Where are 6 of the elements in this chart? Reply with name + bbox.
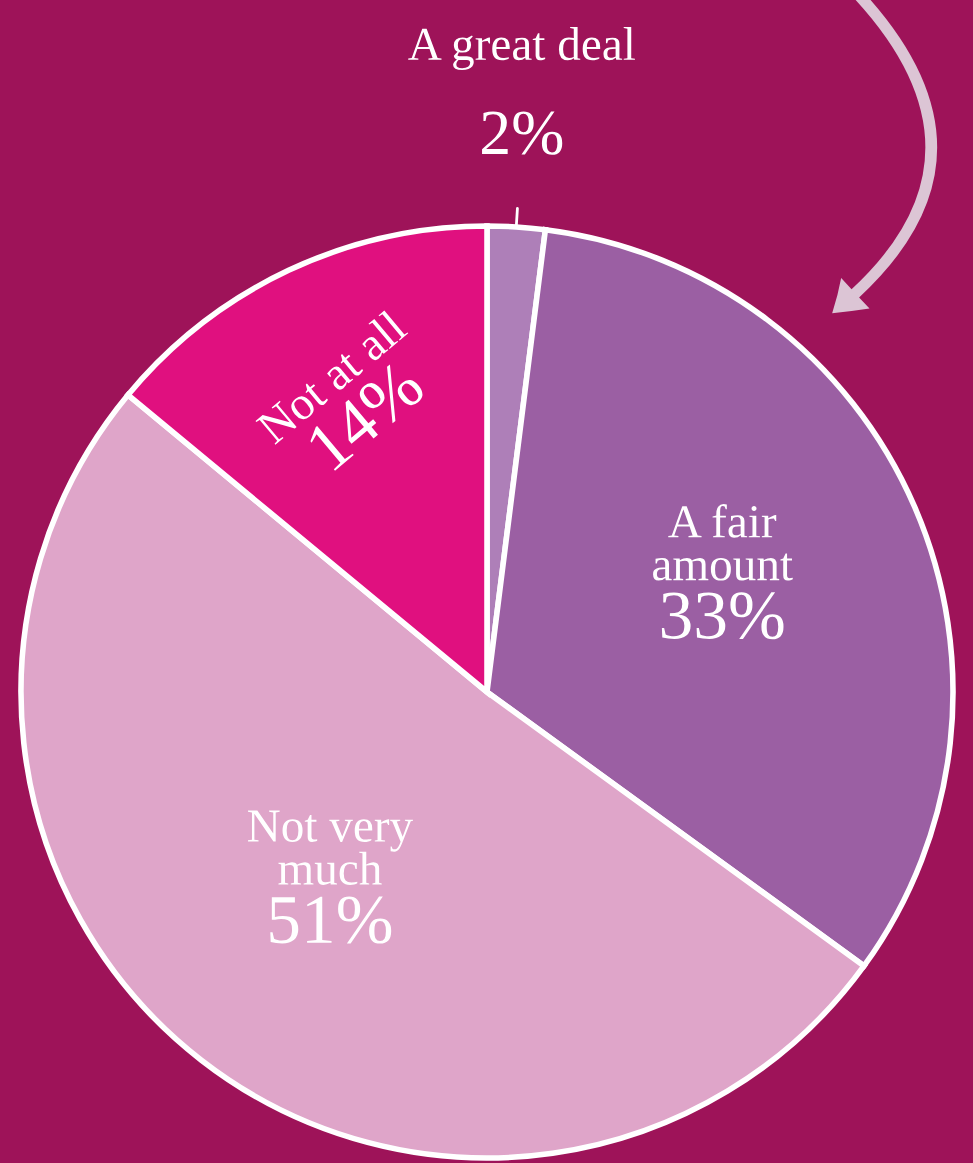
slice-label: A fair amount (653, 504, 793, 581)
data-label: 33% (661, 592, 784, 640)
data-label: 51% (270, 896, 392, 944)
data-label: 2% (482, 111, 563, 155)
slice-label: A great deal (408, 27, 635, 71)
slice-label: Not very much (248, 810, 413, 885)
